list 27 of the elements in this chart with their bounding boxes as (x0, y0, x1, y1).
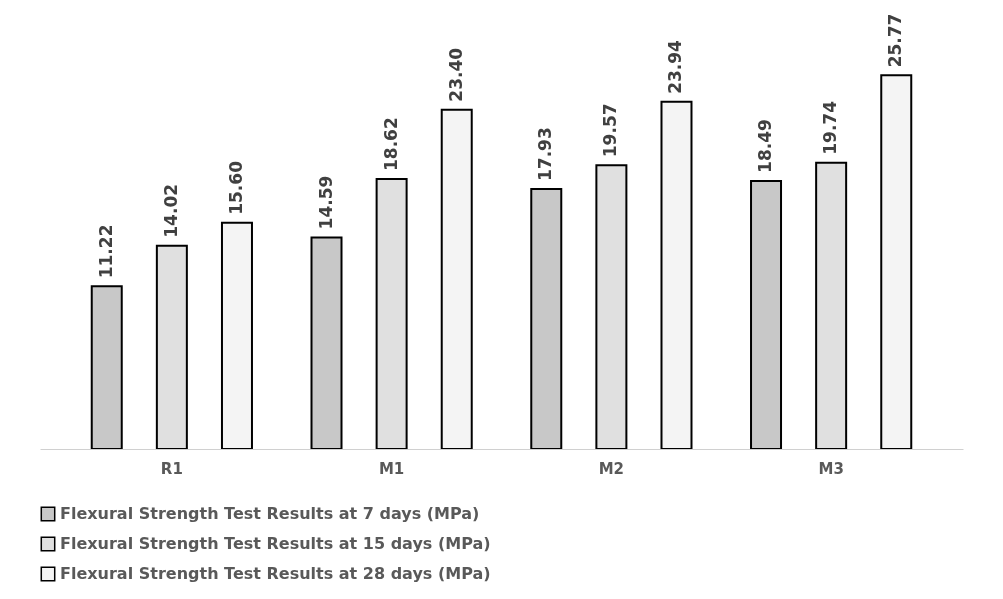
legend-label: Flexural Strength Test Results at 15 days (MPa) (60, 534, 491, 553)
x-tick-label: M1 (378, 459, 405, 478)
bar (375, 178, 408, 449)
data-label: 15.60 (225, 160, 246, 215)
x-tick-label: M3 (818, 459, 844, 478)
bar (595, 164, 628, 449)
data-label: 14.02 (160, 183, 181, 238)
data-label: 18.49 (755, 119, 776, 173)
data-label: 25.77 (885, 13, 906, 68)
x-tick-label: R1 (160, 459, 183, 478)
data-label: 23.94 (665, 39, 686, 94)
bar (815, 161, 848, 449)
bar (220, 221, 253, 449)
legend-label: Flexural Strength Test Results at 28 days (MPa) (60, 564, 491, 583)
data-label: 18.62 (380, 117, 401, 172)
bar (880, 74, 913, 449)
bar (155, 244, 188, 449)
data-label: 19.57 (600, 103, 621, 158)
data-label: 17.93 (535, 127, 556, 182)
bar (440, 108, 473, 449)
bar (660, 100, 693, 449)
x-tick-label: M2 (598, 459, 625, 478)
data-label: 14.59 (315, 175, 336, 230)
legend-label: Flexural Strength Test Results at 7 days (MPa) (60, 504, 480, 523)
data-label: 11.22 (95, 224, 116, 279)
data-label: 19.74 (820, 100, 841, 155)
data-label: 23.40 (445, 47, 466, 102)
